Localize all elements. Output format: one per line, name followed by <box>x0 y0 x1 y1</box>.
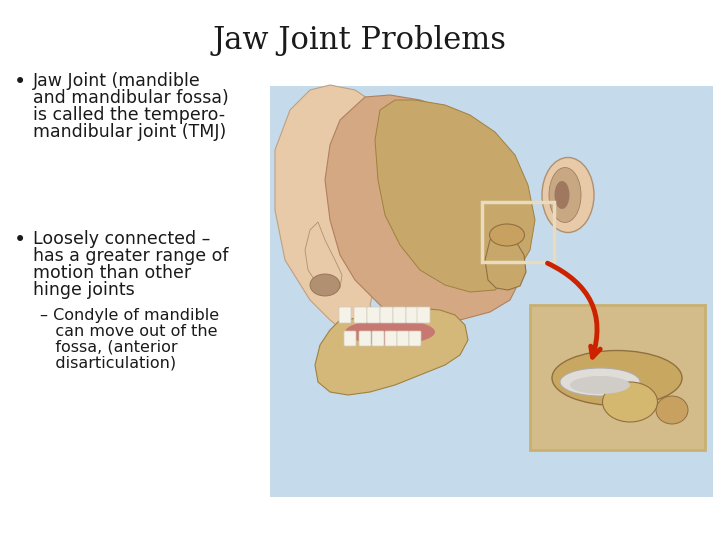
FancyBboxPatch shape <box>339 307 351 323</box>
Text: is called the tempero-: is called the tempero- <box>33 106 225 124</box>
Ellipse shape <box>542 158 594 233</box>
FancyBboxPatch shape <box>344 331 356 346</box>
Polygon shape <box>275 85 405 360</box>
Text: – Condyle of mandible: – Condyle of mandible <box>40 308 219 323</box>
FancyBboxPatch shape <box>380 307 393 323</box>
Ellipse shape <box>310 274 340 296</box>
Text: and mandibular fossa): and mandibular fossa) <box>33 89 229 107</box>
Polygon shape <box>485 233 526 290</box>
FancyBboxPatch shape <box>530 305 705 450</box>
Text: has a greater range of: has a greater range of <box>33 247 228 265</box>
Ellipse shape <box>345 320 435 345</box>
Ellipse shape <box>603 382 657 422</box>
Text: hinge joints: hinge joints <box>33 281 135 299</box>
Ellipse shape <box>656 396 688 424</box>
FancyBboxPatch shape <box>406 307 419 323</box>
Text: can move out of the: can move out of the <box>40 324 217 339</box>
Polygon shape <box>375 100 535 292</box>
FancyBboxPatch shape <box>372 331 384 346</box>
Text: fossa, (anterior: fossa, (anterior <box>40 340 178 355</box>
FancyBboxPatch shape <box>367 307 380 323</box>
Text: mandibular joint (TMJ): mandibular joint (TMJ) <box>33 123 226 141</box>
Polygon shape <box>315 308 468 395</box>
Ellipse shape <box>490 224 524 246</box>
Ellipse shape <box>549 167 581 222</box>
Text: disarticulation): disarticulation) <box>40 356 176 371</box>
Text: •: • <box>14 72 26 92</box>
FancyBboxPatch shape <box>409 331 421 346</box>
FancyBboxPatch shape <box>385 331 397 346</box>
Text: Jaw Joint (mandible: Jaw Joint (mandible <box>33 72 201 90</box>
FancyBboxPatch shape <box>354 307 367 323</box>
Polygon shape <box>325 95 525 322</box>
FancyBboxPatch shape <box>359 331 371 346</box>
FancyBboxPatch shape <box>393 307 406 323</box>
Ellipse shape <box>554 181 570 209</box>
Text: Loosely connected –: Loosely connected – <box>33 230 210 248</box>
Polygon shape <box>305 222 342 290</box>
FancyBboxPatch shape <box>397 331 409 346</box>
Text: •: • <box>14 230 26 250</box>
FancyBboxPatch shape <box>270 86 713 497</box>
Text: motion than other: motion than other <box>33 264 191 282</box>
Ellipse shape <box>552 350 682 406</box>
Text: Jaw Joint Problems: Jaw Joint Problems <box>213 25 507 56</box>
Ellipse shape <box>560 368 640 396</box>
FancyBboxPatch shape <box>417 307 430 323</box>
Ellipse shape <box>570 376 630 394</box>
